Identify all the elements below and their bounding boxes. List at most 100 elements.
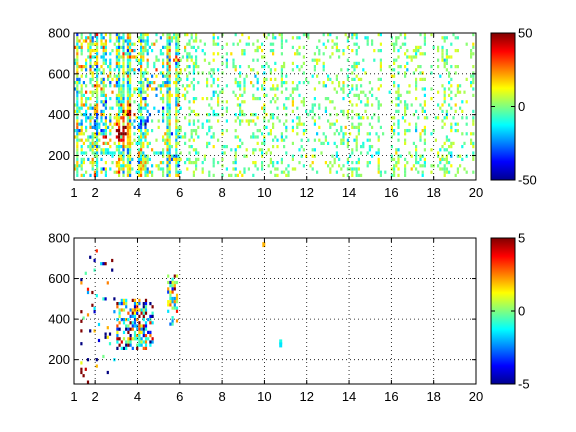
- heatmap-cell: [76, 148, 79, 152]
- heatmap-cell: [144, 100, 147, 104]
- heatmap-cell: [142, 318, 145, 322]
- heatmap-cell: [296, 36, 299, 40]
- heatmap-cell: [96, 138, 99, 142]
- heatmap-cell: [80, 49, 83, 53]
- heatmap-cell: [364, 109, 367, 113]
- heatmap-cell: [349, 90, 352, 94]
- heatmap-cell: [357, 93, 360, 97]
- heatmap-cell: [96, 103, 99, 107]
- heatmap-cell: [441, 84, 444, 88]
- heatmap-cell: [96, 49, 99, 53]
- heatmap-cell: [122, 74, 125, 78]
- heatmap-cell: [421, 87, 424, 91]
- heatmap-cell: [175, 87, 178, 91]
- heatmap-cell: [93, 310, 96, 314]
- heatmap-cell: [353, 65, 356, 69]
- x-axis: 1 2 4 6 8 10 12 14 16 18 20: [70, 33, 483, 200]
- heatmap-cell: [190, 81, 193, 85]
- heatmap-cell: [357, 61, 360, 65]
- heatmap-cell: [280, 84, 283, 88]
- heatmap-cell: [285, 97, 288, 101]
- heatmap-cell: [397, 125, 400, 129]
- heatmap-cell: [80, 106, 83, 110]
- heatmap-cell: [456, 122, 459, 126]
- heatmap-cell: [296, 132, 299, 136]
- heatmap-cell: [102, 132, 105, 136]
- heatmap-cell: [296, 87, 299, 91]
- x-tick-label: 10: [257, 389, 271, 404]
- heatmap-cell: [421, 154, 424, 158]
- heatmap-cell: [124, 164, 127, 168]
- heatmap-cell: [410, 103, 413, 107]
- heatmap-cell: [441, 55, 444, 59]
- heatmap-cell: [272, 145, 275, 149]
- heatmap-cell: [120, 154, 123, 158]
- heatmap-cell: [236, 103, 239, 107]
- heatmap-cell: [85, 68, 88, 72]
- heatmap-cell: [397, 55, 400, 59]
- heatmap-cells: [74, 33, 475, 177]
- heatmap-cell: [269, 42, 272, 46]
- heatmap-cell: [96, 148, 99, 152]
- heatmap-cell: [419, 154, 422, 158]
- heatmap-cell: [437, 164, 440, 168]
- heatmap-cell: [437, 45, 440, 49]
- heatmap-cell: [162, 84, 165, 88]
- heatmap-cell: [318, 52, 321, 56]
- heatmap-cell: [122, 167, 125, 171]
- heatmap-cell: [274, 167, 277, 171]
- heatmap-cell: [140, 113, 143, 117]
- heatmap-cell: [265, 61, 268, 65]
- heatmap-cell: [171, 296, 174, 301]
- heatmap-cell: [140, 74, 143, 78]
- heatmap-cell: [280, 132, 283, 136]
- heatmap-cell: [261, 42, 264, 46]
- heatmap-cell: [195, 65, 198, 69]
- heatmap-cell: [142, 164, 145, 168]
- heatmap-cell: [80, 361, 83, 365]
- heatmap-cell: [175, 296, 179, 301]
- heatmap-cell: [133, 337, 137, 341]
- heatmap-cell: [261, 132, 264, 136]
- heatmap-cell: [151, 337, 154, 341]
- heatmap-cell: [126, 151, 129, 155]
- heatmap-cell: [142, 141, 145, 145]
- heatmap-cell: [272, 138, 275, 142]
- heatmap-cell: [415, 52, 418, 56]
- heatmap-cell: [404, 33, 407, 37]
- heatmap-cell: [421, 164, 424, 168]
- heatmap-cell: [76, 129, 79, 133]
- heatmap-cell: [169, 322, 172, 326]
- heatmap-cell: [283, 65, 286, 69]
- heatmap-cell: [197, 65, 200, 69]
- heatmap-cell: [234, 129, 237, 133]
- heatmap-cell: [417, 116, 420, 120]
- heatmap-cell: [291, 154, 294, 158]
- heatmap-cell: [186, 157, 189, 161]
- heatmap-cell: [250, 68, 253, 72]
- heatmap-cell: [188, 42, 191, 46]
- heatmap-cell: [155, 87, 158, 91]
- heatmap-cell: [93, 122, 96, 126]
- heatmap-cell: [175, 39, 178, 43]
- heatmap-cell: [470, 49, 473, 53]
- heatmap-cell: [136, 343, 139, 347]
- heatmap-cell: [144, 45, 147, 49]
- heatmap-cell: [280, 135, 283, 139]
- heatmap-cell: [291, 129, 294, 133]
- heatmap-cell: [87, 55, 90, 59]
- heatmap-cell: [239, 103, 242, 107]
- heatmap-cell: [146, 109, 149, 113]
- heatmap-cell: [157, 84, 160, 88]
- heatmap-cell: [263, 81, 266, 85]
- heatmap-cell: [137, 103, 140, 107]
- heatmap-cell: [177, 36, 180, 40]
- heatmap-cell: [129, 109, 132, 113]
- heatmap-cell: [100, 45, 103, 49]
- heatmap-cell: [346, 36, 349, 40]
- heatmap-cell: [95, 249, 98, 253]
- heatmap-cell: [278, 33, 281, 37]
- heatmap-cell: [95, 358, 98, 362]
- heatmap-cell: [113, 141, 116, 145]
- heatmap-cell: [149, 343, 152, 347]
